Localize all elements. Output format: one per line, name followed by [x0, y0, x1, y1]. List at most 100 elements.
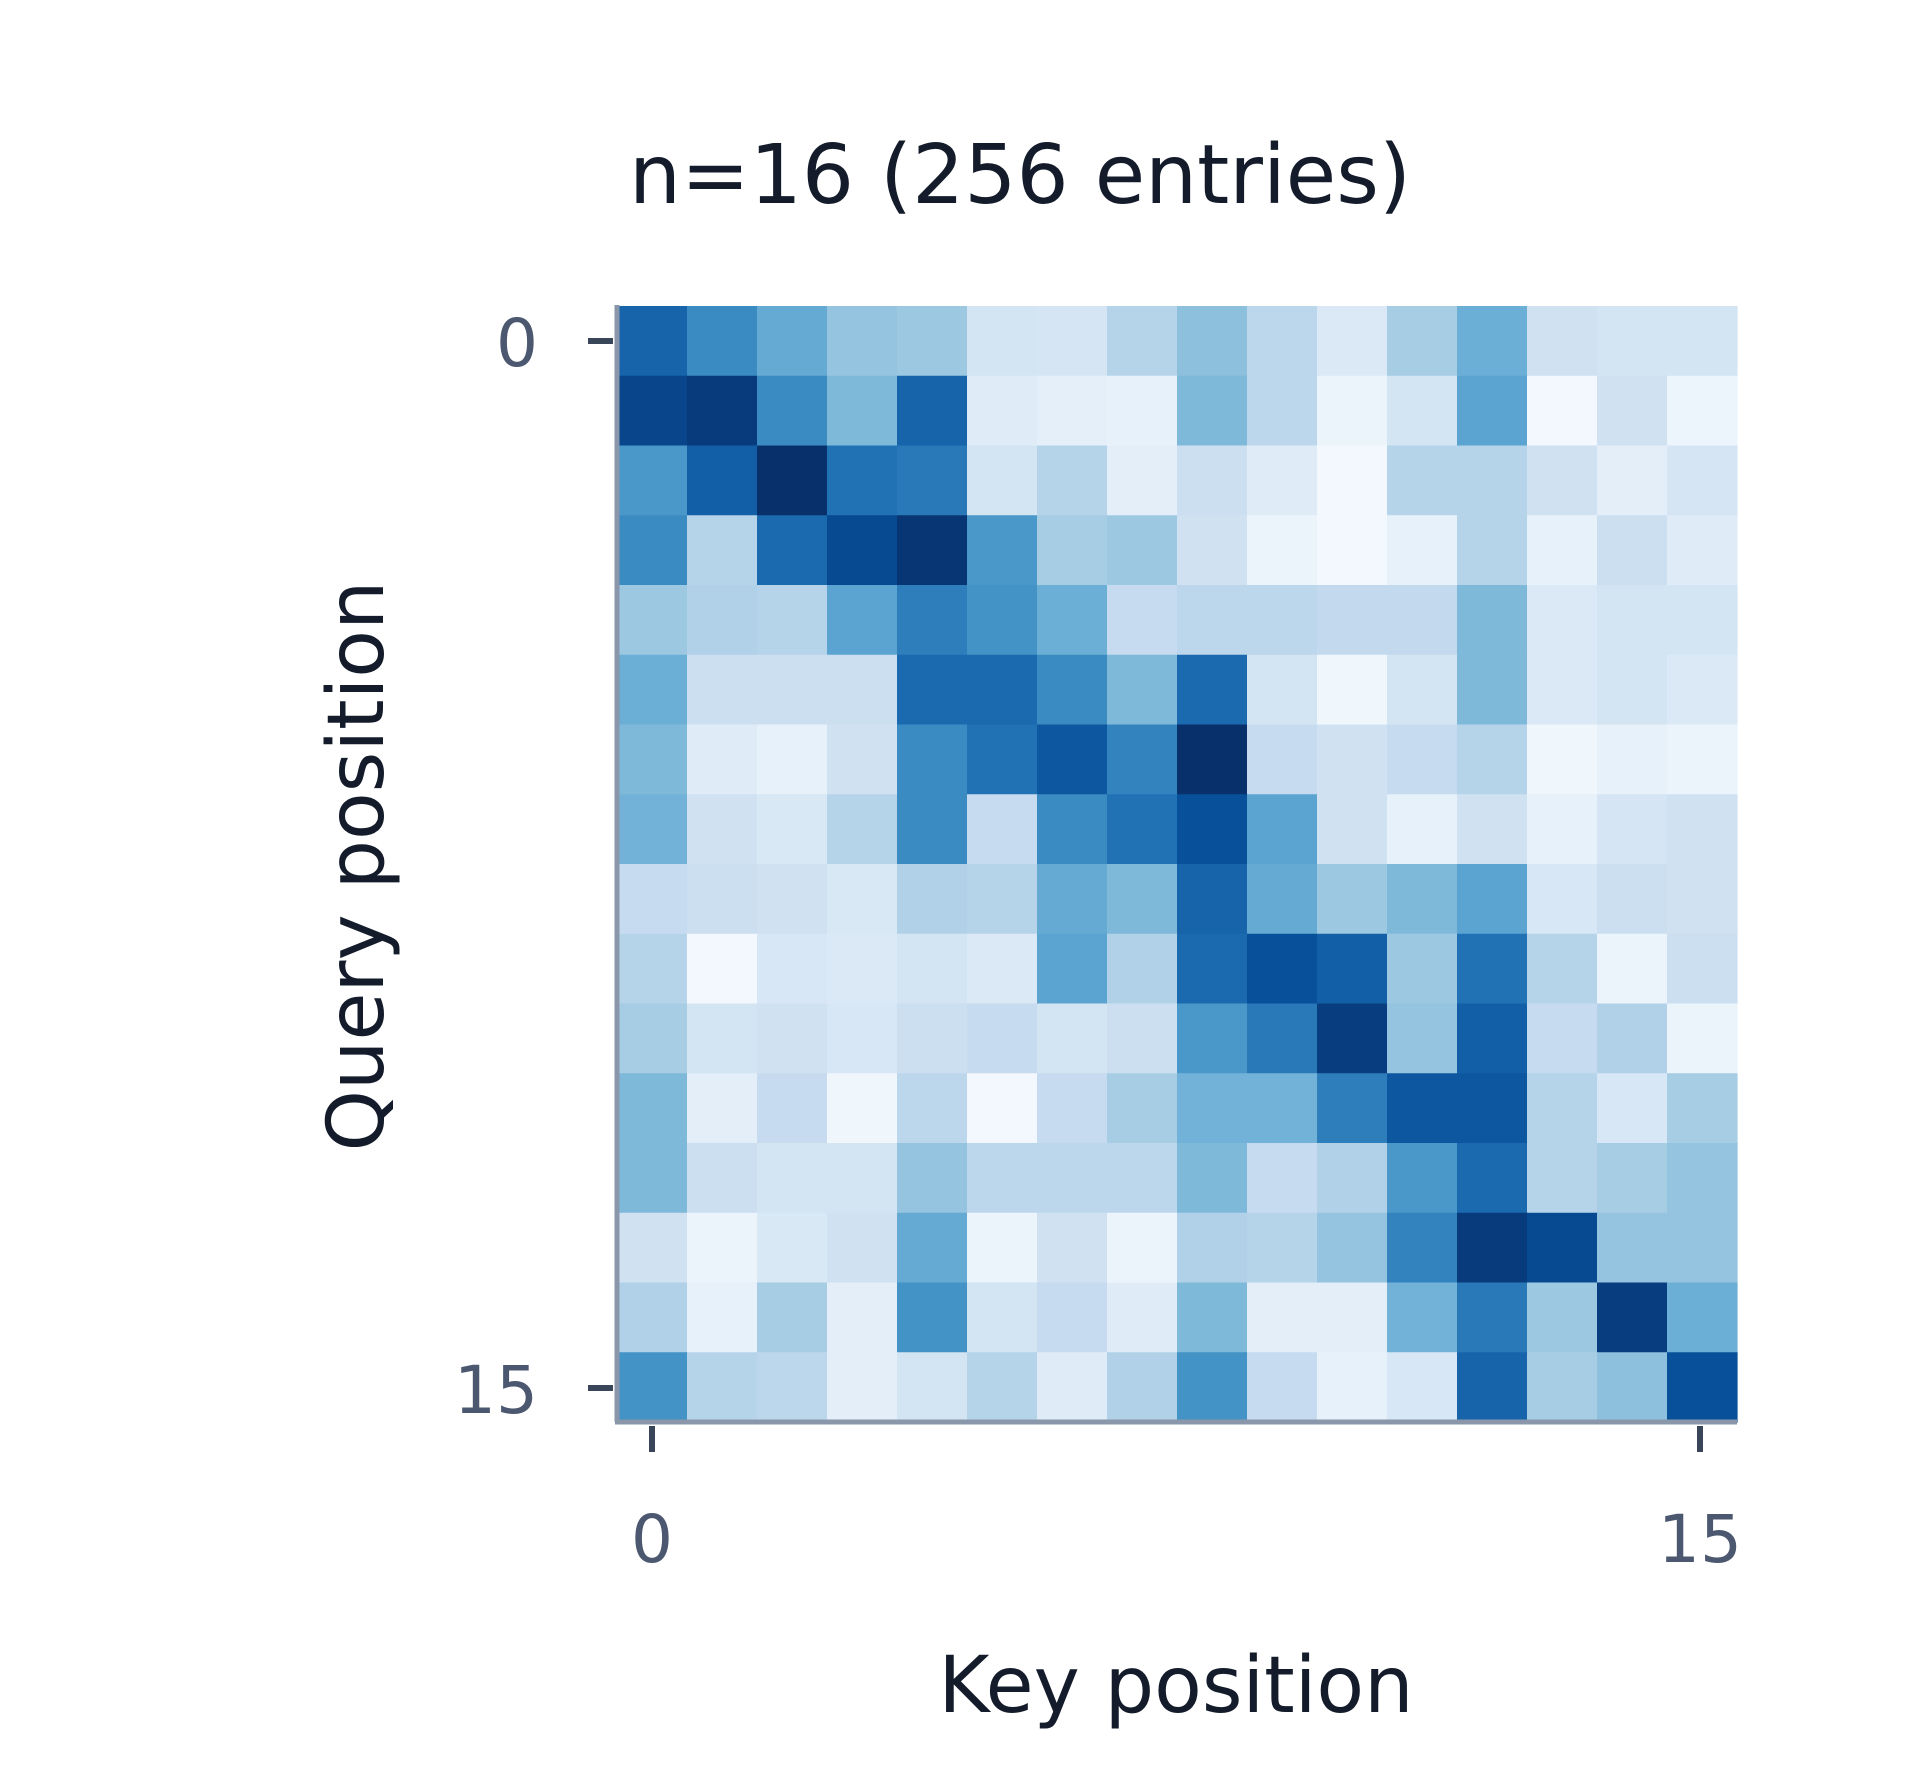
heatmap-cells [617, 306, 1738, 1423]
heatmap-cell-r14-c2 [757, 1282, 828, 1353]
heatmap-cell-r3-c13 [1527, 515, 1598, 586]
heatmap-cell-r9-c2 [757, 933, 828, 1005]
heatmap-cell-r10-c6 [1037, 1003, 1108, 1074]
heatmap-cell-r6-c4 [897, 724, 968, 795]
heatmap-cell-r13-c0 [617, 1212, 688, 1284]
heatmap-cell-r8-c10 [1317, 864, 1388, 935]
heatmap-cell-r12-c3 [827, 1143, 898, 1214]
heatmap-cell-r5-c12 [1457, 654, 1528, 726]
heatmap-cell-r12-c10 [1317, 1143, 1388, 1214]
heatmap-cell-r14-c3 [827, 1282, 898, 1353]
heatmap-cell-r15-c4 [897, 1352, 968, 1423]
heatmap-cell-r11-c0 [617, 1073, 688, 1144]
heatmap-cell-r8-c9 [1247, 864, 1318, 935]
heatmap-cell-r9-c3 [827, 933, 898, 1005]
chart-title: n=16 (256 entries) [629, 128, 1411, 223]
heatmap-cell-r1-c13 [1527, 375, 1598, 447]
heatmap-cell-r10-c11 [1387, 1003, 1458, 1074]
heatmap-cell-r3-c7 [1107, 515, 1178, 586]
heatmap-cell-r7-c5 [967, 794, 1038, 865]
heatmap-cell-r13-c13 [1527, 1212, 1598, 1284]
heatmap-cell-r3-c5 [967, 515, 1038, 586]
heatmap-cell-r9-c1 [687, 933, 758, 1005]
heatmap-cell-r10-c10 [1317, 1003, 1388, 1074]
heatmap-cell-r13-c2 [757, 1212, 828, 1284]
heatmap-cell-r2-c9 [1247, 445, 1318, 516]
heatmap-cell-r13-c11 [1387, 1212, 1458, 1284]
heatmap-cell-r9-c8 [1177, 933, 1248, 1005]
heatmap-cell-r1-c7 [1107, 375, 1178, 447]
heatmap-cell-r7-c7 [1107, 794, 1178, 865]
heatmap-cell-r14-c4 [897, 1282, 968, 1353]
heatmap-cell-r15-c15 [1667, 1352, 1738, 1423]
heatmap-cell-r13-c3 [827, 1212, 898, 1284]
heatmap-cell-r5-c5 [967, 654, 1038, 726]
heatmap-cell-r15-c5 [967, 1352, 1038, 1423]
x-axis-label: Key position [938, 1641, 1413, 1731]
heatmap-cell-r11-c1 [687, 1073, 758, 1144]
heatmap-cell-r4-c7 [1107, 585, 1178, 656]
heatmap-cell-r1-c15 [1667, 375, 1738, 447]
heatmap-cell-r15-c6 [1037, 1352, 1108, 1423]
heatmap-cell-r6-c13 [1527, 724, 1598, 795]
heatmap-cell-r14-c14 [1597, 1282, 1668, 1353]
heatmap-cell-r2-c4 [897, 445, 968, 516]
heatmap-cell-r9-c14 [1597, 933, 1668, 1005]
heatmap-cell-r4-c15 [1667, 585, 1738, 656]
heatmap-cell-r0-c12 [1457, 306, 1528, 377]
heatmap-cell-r1-c0 [617, 375, 688, 447]
heatmap-cell-r8-c15 [1667, 864, 1738, 935]
heatmap-cell-r7-c15 [1667, 794, 1738, 865]
heatmap-cell-r15-c0 [617, 1352, 688, 1423]
heatmap-cell-r13-c5 [967, 1212, 1038, 1284]
heatmap-cell-r9-c7 [1107, 933, 1178, 1005]
heatmap-cell-r11-c10 [1317, 1073, 1388, 1144]
heatmap-cell-r3-c8 [1177, 515, 1248, 586]
heatmap-cell-r13-c1 [687, 1212, 758, 1284]
heatmap-cell-r8-c1 [687, 864, 758, 935]
heatmap-cell-r8-c12 [1457, 864, 1528, 935]
heatmap-cell-r12-c13 [1527, 1143, 1598, 1214]
heatmap-cell-r5-c1 [687, 654, 758, 726]
heatmap-cell-r8-c0 [617, 864, 688, 935]
heatmap-cell-r5-c15 [1667, 654, 1738, 726]
y-tick-label-0: 0 [496, 305, 538, 382]
heatmap-cell-r1-c11 [1387, 375, 1458, 447]
heatmap-cell-r12-c2 [757, 1143, 828, 1214]
heatmap-cell-r11-c8 [1177, 1073, 1248, 1144]
y-axis-label: Query position [312, 581, 402, 1152]
heatmap-cell-r11-c3 [827, 1073, 898, 1144]
heatmap-cell-r6-c1 [687, 724, 758, 795]
heatmap-cell-r8-c14 [1597, 864, 1668, 935]
heatmap-cell-r3-c11 [1387, 515, 1458, 586]
heatmap-cell-r12-c6 [1037, 1143, 1108, 1214]
y-tick-label-15: 15 [454, 1352, 538, 1429]
heatmap-cell-r15-c13 [1527, 1352, 1598, 1423]
heatmap-cell-r0-c15 [1667, 306, 1738, 377]
heatmap-cell-r15-c9 [1247, 1352, 1318, 1423]
heatmap-cell-r13-c14 [1597, 1212, 1668, 1284]
heatmap-cell-r5-c10 [1317, 654, 1388, 726]
heatmap-cell-r13-c6 [1037, 1212, 1108, 1284]
heatmap-cell-r2-c5 [967, 445, 1038, 516]
heatmap-cell-r4-c2 [757, 585, 828, 656]
heatmap-cell-r11-c11 [1387, 1073, 1458, 1144]
heatmap-cell-r8-c5 [967, 864, 1038, 935]
heatmap-cell-r10-c15 [1667, 1003, 1738, 1074]
heatmap-cell-r7-c6 [1037, 794, 1108, 865]
heatmap-cell-r2-c8 [1177, 445, 1248, 516]
heatmap-cell-r6-c8 [1177, 724, 1248, 795]
heatmap-cell-r11-c6 [1037, 1073, 1108, 1144]
heatmap-cell-r7-c14 [1597, 794, 1668, 865]
heatmap-cell-r7-c4 [897, 794, 968, 865]
heatmap-cell-r6-c14 [1597, 724, 1668, 795]
heatmap-cell-r4-c1 [687, 585, 758, 656]
heatmap-cell-r4-c8 [1177, 585, 1248, 656]
heatmap-cell-r1-c10 [1317, 375, 1388, 447]
heatmap-cell-r6-c12 [1457, 724, 1528, 795]
heatmap-cell-r14-c13 [1527, 1282, 1598, 1353]
heatmap-cell-r15-c3 [827, 1352, 898, 1423]
heatmap-cell-r8-c4 [897, 864, 968, 935]
heatmap-cell-r4-c0 [617, 585, 688, 656]
